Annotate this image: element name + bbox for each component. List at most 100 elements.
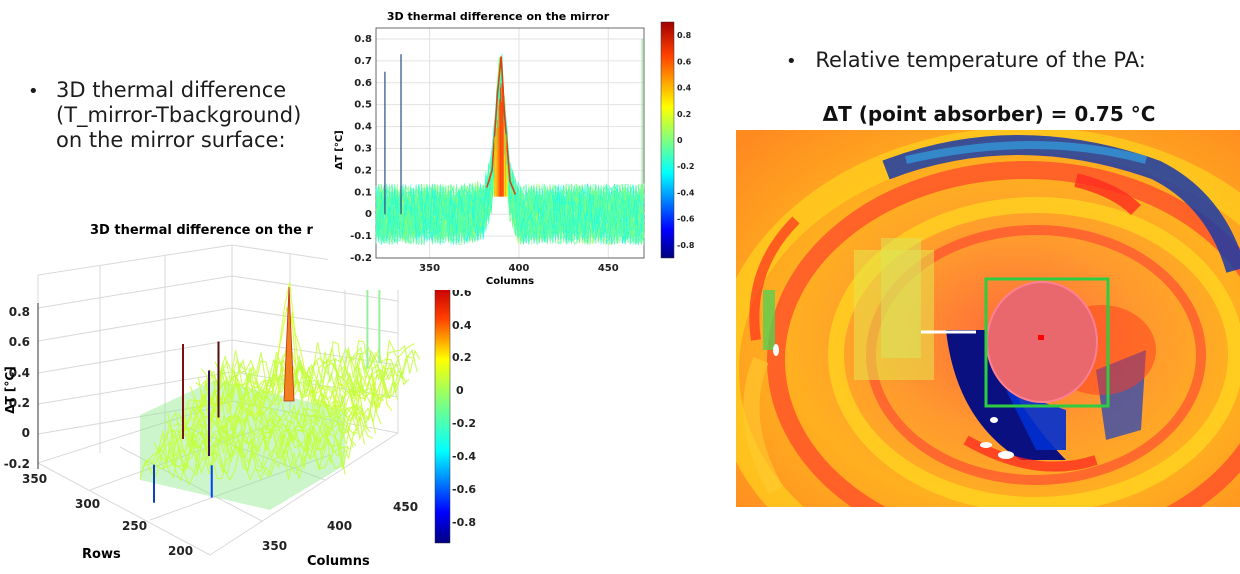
surface-row	[206, 351, 412, 400]
point-absorber-marker	[1038, 335, 1044, 340]
bullet-text: Relative temperature of the PA:	[815, 48, 1146, 72]
line-chart-traces	[375, 38, 645, 246]
white-artifact	[998, 451, 1014, 459]
rows-axis-label: Rows	[82, 547, 121, 562]
z-tick: 0.2	[9, 396, 30, 410]
y-tick-label: 0.1	[354, 187, 372, 198]
roi-box	[984, 277, 1110, 408]
surface-peak	[283, 286, 295, 402]
line-chart-colorbar	[660, 21, 675, 259]
columns-axis-ticks: 350 400 450	[262, 500, 418, 553]
series-trace	[375, 77, 645, 246]
line-chart-frame	[375, 27, 645, 259]
colorbar-tick: 0.4	[677, 84, 692, 93]
y-tick-label: -0.2	[350, 253, 372, 264]
colorbar-tick: 0.6	[677, 57, 692, 66]
columns-tick: 400	[327, 519, 352, 533]
x-tick-label: 450	[598, 263, 619, 274]
bullet-dot: •	[786, 51, 797, 72]
surface-row	[156, 413, 363, 466]
colorbar-tick: -0.8	[677, 241, 695, 250]
colorbar-tick: 0.8	[677, 31, 692, 40]
surface-row	[178, 385, 385, 435]
surface-row	[150, 422, 357, 474]
colorbar-tick: -0.4	[452, 450, 476, 463]
y-tick-label: 0.5	[354, 100, 372, 111]
line-chart-x-label: Columns	[486, 276, 534, 287]
bullet-thermal-difference: • 3D thermal difference (T_mirror-Tbackg…	[28, 78, 301, 152]
surface-row	[170, 399, 377, 450]
z-axis-ticks: 0.8 0.6 0.4 0.2 0 -0.2	[4, 305, 30, 471]
rows-axis-ticks: 350 300 250 200	[22, 472, 193, 558]
surface-row	[197, 368, 404, 409]
surface-chart-title: 3D thermal difference on the r	[90, 223, 314, 238]
y-tick-label: -0.1	[350, 231, 372, 242]
line-chart-x-ticks: 350 400 450	[419, 263, 619, 274]
line-chart-colorbar-ticks: 0.8 0.6 0.4 0.2 0 -0.2 -0.4 -0.6 -0.8	[677, 31, 695, 250]
colorbar-tick: 0.4	[452, 319, 472, 332]
colorbar-tick: -0.2	[677, 162, 695, 171]
series-trace	[375, 53, 645, 244]
y-tick-label: 0	[365, 209, 372, 220]
surface-row	[142, 433, 349, 486]
series-peak-line	[486, 56, 517, 195]
line-chart-title: 3D thermal difference on the mirror	[387, 10, 610, 23]
surface-row	[175, 387, 382, 443]
rows-tick: 350	[22, 472, 47, 486]
y-tick-label: 0.8	[354, 34, 372, 45]
colorbar-tick: 0	[677, 136, 683, 145]
z-axis-label: ΔT [°C]	[3, 366, 17, 413]
surface-colorbar	[434, 287, 451, 544]
line-chart: 3D thermal difference on the mirror 0.80…	[328, 0, 700, 290]
white-artifact	[990, 417, 998, 423]
surface-row	[153, 425, 360, 473]
y-tick-label: 0.7	[354, 56, 372, 67]
bullet-relative-temperature: • Relative temperature of the PA:	[786, 48, 1146, 74]
bullet-line-3: on the mirror surface:	[56, 128, 286, 152]
surface-row	[214, 338, 421, 387]
colorbar-tick: 0	[456, 384, 464, 397]
columns-tick: 450	[393, 500, 418, 514]
surface-row	[211, 346, 418, 395]
bullet-dot: •	[28, 81, 39, 102]
y-tick-label: 0.4	[354, 122, 372, 133]
columns-axis-label: Columns	[307, 554, 370, 569]
colorbar-tick: -0.2	[452, 417, 476, 430]
surface-row	[161, 406, 368, 462]
surface-colorbar-ticks: 0.6 0.4 0.2 0 -0.2 -0.4 -0.6 -0.8	[452, 286, 476, 529]
y-tick-label: 0.2	[354, 165, 372, 176]
colorbar-tick: -0.4	[677, 188, 695, 197]
columns-tick: 350	[262, 539, 287, 553]
x-tick-label: 350	[419, 263, 440, 274]
bullet-line-2: (T_mirror-Tbackground)	[56, 103, 302, 127]
white-artifact	[980, 442, 992, 448]
rows-tick: 200	[168, 544, 193, 558]
surface-row	[189, 311, 396, 414]
y-tick-label: 0.6	[354, 78, 372, 89]
z-tick: 0	[22, 426, 30, 440]
surface-row	[173, 394, 379, 443]
rows-tick: 250	[122, 519, 147, 533]
colorbar-tick: 0.2	[677, 110, 691, 119]
z-tick: -0.2	[4, 457, 30, 471]
line-chart-y-ticks: 0.8 0.7 0.6 0.5 0.4 0.3 0.2 0.1 0 -0.1 -0.2	[350, 34, 372, 264]
white-artifact	[773, 344, 779, 356]
colorbar-tick: -0.6	[677, 215, 695, 224]
z-tick: 0.4	[9, 366, 30, 380]
colorbar-tick: -0.8	[452, 516, 476, 529]
rows-tick: 300	[75, 497, 100, 511]
surface-row	[139, 435, 346, 482]
mirror-disc	[986, 281, 1098, 403]
line-chart-y-label: ΔT [°C]	[334, 130, 345, 170]
bullet-line-1: 3D thermal difference	[56, 78, 287, 102]
surface-row	[145, 433, 351, 478]
colorbar-tick: -0.6	[452, 483, 476, 496]
x-tick-label: 400	[508, 263, 529, 274]
series-trace	[375, 71, 645, 245]
thermal-image	[736, 130, 1240, 507]
thermal-image-title: ΔT (point absorber) = 0.75 °C	[822, 102, 1156, 126]
colorbar-tick: 0.2	[452, 351, 472, 364]
z-tick: 0.8	[9, 305, 30, 319]
y-tick-label: 0.3	[354, 143, 372, 154]
z-tick: 0.6	[9, 335, 30, 349]
